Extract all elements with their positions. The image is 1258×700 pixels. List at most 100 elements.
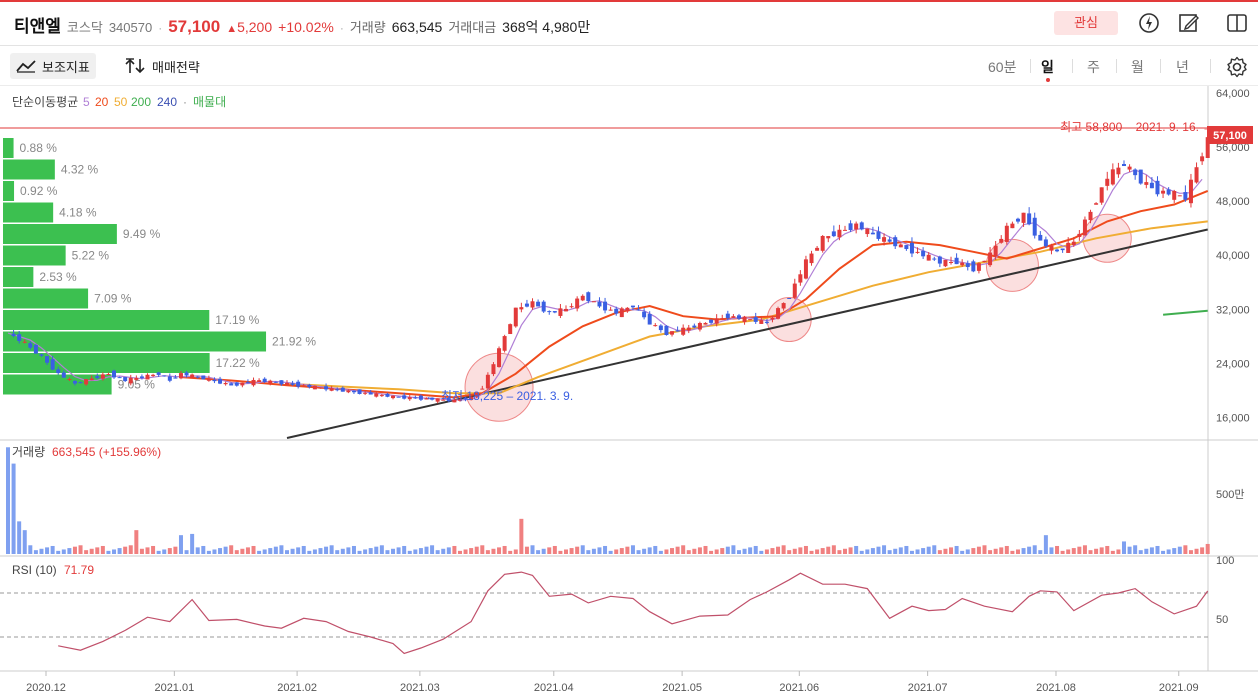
candle-body — [162, 375, 167, 377]
volume-bar — [441, 548, 446, 554]
candle-body — [123, 377, 128, 382]
candle-body — [301, 385, 306, 387]
interest-button[interactable]: 관심 — [1054, 11, 1118, 35]
volume-bar — [759, 550, 764, 554]
candle-body — [474, 392, 479, 397]
volume-bar — [22, 530, 27, 554]
volume-bar — [508, 550, 513, 554]
separator-dot: · — [158, 21, 163, 35]
high-annotation: 최고 58,800 – 2021. 9. 16. — [1060, 120, 1199, 134]
volume-profile-bar — [3, 310, 210, 330]
candle-body — [435, 398, 440, 402]
volume-bar — [720, 548, 725, 554]
volume-profile-bar — [3, 353, 210, 373]
layout-icon[interactable] — [1226, 12, 1248, 34]
candle-body — [971, 261, 976, 272]
volume-bar — [368, 548, 373, 554]
x-tick-label: 2021.09 — [1159, 682, 1199, 694]
gear-icon[interactable] — [1226, 56, 1248, 78]
candle-body — [809, 253, 814, 264]
candle-body — [1043, 239, 1048, 247]
candle-body — [318, 387, 323, 389]
volume-bar — [385, 550, 390, 554]
rsi-panel-label: RSI (10) — [12, 563, 57, 577]
volume-bar — [212, 549, 217, 554]
candle-body — [212, 379, 217, 382]
price-tick-label: 48,000 — [1216, 196, 1250, 208]
volume-bar — [190, 533, 195, 554]
candle-body — [1066, 242, 1071, 253]
volume-bar — [519, 518, 524, 554]
volume-bar — [876, 546, 881, 554]
volume-bar — [1161, 550, 1166, 554]
up-triangle-icon: ▲ — [226, 23, 238, 35]
lightning-icon[interactable] — [1138, 12, 1160, 34]
volume-bar — [608, 550, 613, 554]
strategy-button[interactable]: 매매전략 — [118, 53, 206, 79]
candle-body — [502, 336, 507, 351]
volume-profile-label: 17.22 % — [216, 356, 260, 370]
candle-body — [1105, 178, 1110, 186]
period-year[interactable]: 년 — [1176, 59, 1189, 75]
stock-chart[interactable]: 0.88 %4.32 %0.92 %4.18 % 9.49 % 5.22 % 2.53… — [0, 86, 1258, 700]
candle-body — [491, 364, 496, 375]
period-week[interactable]: 주 — [1087, 59, 1100, 75]
volume-bar — [843, 548, 847, 554]
x-tick-label: 2021.02 — [277, 682, 317, 694]
candle-body — [78, 382, 83, 384]
volume-bar — [497, 547, 502, 554]
volume-bar — [971, 548, 976, 554]
candle-body — [837, 229, 842, 238]
volume-bar — [234, 550, 239, 554]
candle-body — [1161, 190, 1166, 194]
indicator-button[interactable]: 보조지표 — [10, 53, 96, 79]
candle-body — [921, 250, 926, 257]
volume-bar — [770, 548, 775, 554]
volume-bar — [312, 549, 317, 554]
candle-body — [257, 380, 262, 382]
candle-body — [1177, 195, 1182, 197]
volume-bar — [670, 548, 675, 554]
volume-bar — [324, 546, 329, 554]
candle-body — [201, 375, 206, 380]
volume-bar — [1183, 545, 1188, 554]
candle-body — [457, 399, 462, 401]
candle-body — [764, 321, 769, 323]
candle-body — [1027, 213, 1032, 225]
volume-bar — [642, 548, 647, 554]
candle-body — [513, 307, 518, 327]
candle-body — [441, 399, 446, 401]
volume-axis-label: 500만 — [1216, 488, 1244, 501]
candle-body — [1055, 249, 1060, 252]
volume-bar — [909, 550, 914, 554]
volume-bar — [714, 549, 719, 554]
candle-body — [1038, 234, 1043, 241]
volume-bar — [117, 548, 122, 554]
period-60min[interactable]: 60분 — [988, 59, 1017, 75]
period-day[interactable]: 일 — [1041, 59, 1054, 75]
candle-body — [184, 372, 189, 376]
volume-bar — [279, 545, 284, 554]
candle-body — [485, 374, 490, 389]
price-tick-label: 16,000 — [1216, 413, 1250, 425]
separator-dot: · — [339, 21, 344, 35]
x-tick-label: 2021.06 — [779, 682, 819, 694]
volume-bar — [653, 545, 658, 554]
period-month[interactable]: 월 — [1131, 59, 1144, 75]
volume-bar — [636, 550, 641, 554]
candle-body — [190, 374, 195, 378]
candle-body — [279, 380, 284, 385]
current-price: 57,100 — [168, 17, 221, 36]
edit-icon[interactable] — [1178, 12, 1200, 34]
volume-bar — [831, 545, 836, 554]
candle-body — [134, 377, 139, 380]
rsi-axis-100: 100 — [1216, 555, 1234, 567]
volume-profile-bar — [3, 159, 55, 180]
candle-body — [106, 373, 111, 375]
price-tick-label: 24,000 — [1216, 359, 1250, 371]
volume-bar — [591, 548, 596, 554]
volume-bar — [815, 549, 820, 554]
candle-body — [770, 317, 775, 320]
volume-bar — [1177, 546, 1182, 554]
candle-body — [1188, 179, 1193, 204]
